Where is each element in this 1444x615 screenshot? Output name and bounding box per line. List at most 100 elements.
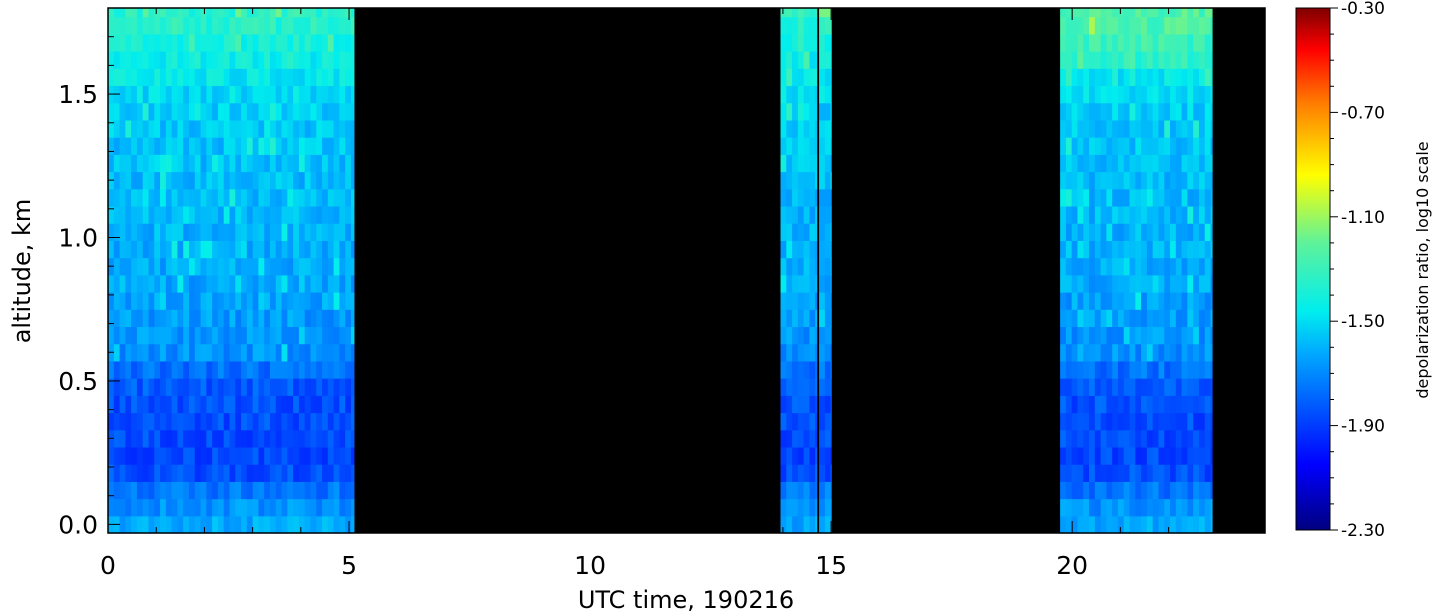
x-tick-label: 10: [574, 551, 606, 580]
heatmap-cell: [258, 33, 265, 52]
heatmap-cell: [188, 223, 196, 241]
heatmap-cell: [229, 240, 236, 259]
heatmap-cell: [1204, 33, 1212, 52]
heatmap-cell: [1146, 412, 1154, 431]
heatmap-cell: [1141, 309, 1148, 328]
heatmap-cell: [1077, 102, 1084, 121]
heatmap-cell: [809, 464, 816, 482]
heatmap-cell: [142, 68, 150, 87]
heatmap-cell: [824, 102, 832, 121]
heatmap-cell: [212, 274, 219, 293]
heatmap-cell: [212, 171, 219, 190]
heatmap-cell: [287, 326, 294, 345]
heatmap-cell: [1175, 515, 1183, 534]
heatmap-cell: [1071, 85, 1079, 104]
heatmap-cell: [797, 119, 805, 138]
heatmap-cell: [316, 102, 323, 121]
heatmap-cell: [333, 102, 341, 121]
heatmap-cell: [792, 274, 799, 293]
heatmap-cell: [1164, 429, 1171, 448]
heatmap-cell: [136, 464, 144, 482]
heatmap-cell: [1135, 257, 1142, 276]
heatmap-cell: [1187, 274, 1194, 293]
heatmap-cell: [824, 412, 832, 431]
heatmap-cell: [148, 274, 155, 293]
heatmap-cell: [246, 309, 254, 328]
heatmap-cell: [792, 395, 799, 414]
heatmap-cell: [1117, 240, 1125, 259]
heatmap-cell: [792, 119, 799, 138]
heatmap-cell: [298, 33, 306, 52]
heatmap-cell: [171, 257, 179, 276]
heatmap-cell: [269, 119, 277, 138]
heatmap-cell: [803, 205, 811, 224]
heatmap-cell: [1123, 154, 1131, 173]
heatmap-cell: [125, 119, 132, 138]
heatmap-cell: [125, 188, 132, 207]
heatmap-cell: [792, 8, 799, 18]
heatmap-cell: [171, 102, 179, 121]
heatmap-cell: [269, 154, 277, 173]
heatmap-cell: [246, 464, 254, 482]
heatmap-cell: [304, 515, 312, 534]
y-tick-label: 0.5: [58, 367, 98, 396]
heatmap-cell: [830, 446, 832, 465]
heatmap-cell: [304, 205, 312, 224]
heatmap-cell: [1065, 85, 1073, 104]
heatmap-cell: [1210, 481, 1213, 500]
heatmap-cell: [1117, 309, 1125, 328]
heatmap-cell: [241, 481, 248, 500]
heatmap-cell: [1210, 515, 1213, 534]
heatmap-cell: [293, 412, 300, 431]
heatmap-cell: [1135, 171, 1142, 190]
heatmap-cell: [1204, 464, 1212, 482]
heatmap-cell: [1129, 515, 1136, 534]
heatmap-cell: [212, 102, 219, 121]
heatmap-cell: [1060, 343, 1067, 362]
heatmap-cell: [217, 8, 225, 18]
heatmap-cell: [177, 33, 184, 52]
heatmap-cell: [1158, 395, 1165, 414]
heatmap-cell: [1164, 498, 1171, 517]
heatmap-cell: [246, 119, 254, 138]
heatmap-cell: [815, 343, 818, 362]
heatmap-cell: [177, 85, 184, 104]
heatmap-cell: [1100, 16, 1107, 35]
heatmap-cell: [1193, 33, 1200, 52]
heatmap-cell: [1164, 8, 1171, 18]
heatmap-cell: [819, 8, 826, 18]
heatmap-cell: [200, 343, 207, 362]
heatmap-cell: [264, 309, 271, 328]
heatmap-cell: [1106, 378, 1113, 396]
heatmap-cell: [148, 464, 155, 482]
heatmap-cell: [1129, 464, 1136, 482]
heatmap-cell: [293, 446, 300, 465]
heatmap-cell: [241, 446, 248, 465]
heatmap-cell: [1141, 446, 1148, 465]
heatmap-cell: [1083, 171, 1090, 190]
heatmap-cell: [131, 309, 138, 328]
heatmap-cell: [229, 360, 236, 379]
heatmap-cell: [815, 33, 818, 52]
heatmap-cell: [1123, 309, 1131, 328]
heatmap-cell: [188, 240, 196, 259]
heatmap-cell: [350, 205, 355, 224]
heatmap-cell: [258, 102, 265, 121]
heatmap-cell: [345, 464, 352, 482]
heatmap-cell: [1106, 171, 1113, 190]
heatmap-cell: [1117, 498, 1125, 517]
heatmap-cell: [264, 119, 271, 138]
heatmap-cell: [269, 309, 277, 328]
heatmap-cell: [1181, 429, 1188, 448]
heatmap-cell: [1187, 395, 1194, 414]
heatmap-cell: [803, 85, 811, 104]
heatmap-cell: [206, 171, 213, 190]
heatmap-cell: [1181, 274, 1188, 293]
heatmap-cell: [327, 395, 335, 414]
heatmap-cell: [1123, 240, 1131, 259]
heatmap-cell: [792, 412, 799, 431]
heatmap-cell: [264, 292, 271, 310]
heatmap-cell: [154, 429, 161, 448]
heatmap-cell: [171, 395, 179, 414]
heatmap-cell: [258, 481, 265, 500]
